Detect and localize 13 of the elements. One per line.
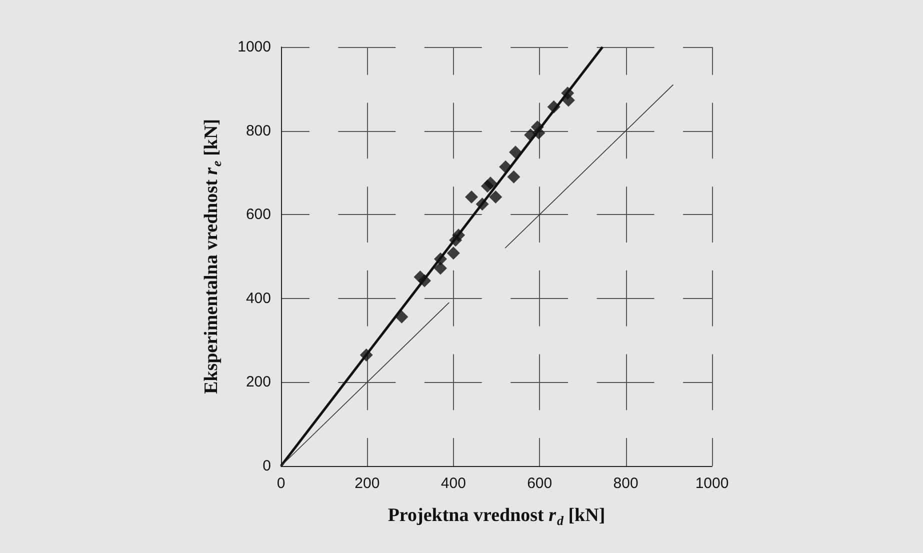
- y-tick-label: 400: [246, 290, 271, 307]
- y-tick-label: 800: [246, 122, 271, 140]
- x-tick-label: 600: [527, 475, 552, 492]
- x-tick-label: 1000: [695, 475, 729, 492]
- x-tick-label: 200: [354, 475, 380, 492]
- x-tick-label: 400: [440, 475, 466, 492]
- x-tick-label: 0: [276, 475, 286, 492]
- y-axis-title: Eksperimentalna vrednost re [kN]: [201, 118, 224, 394]
- y-tick-label: 600: [246, 206, 271, 224]
- y-tick-label: 0: [262, 458, 271, 474]
- x-tick-label: 800: [613, 475, 638, 492]
- y-tick-label: 1000: [238, 38, 271, 56]
- y-tick-label: 200: [246, 374, 271, 391]
